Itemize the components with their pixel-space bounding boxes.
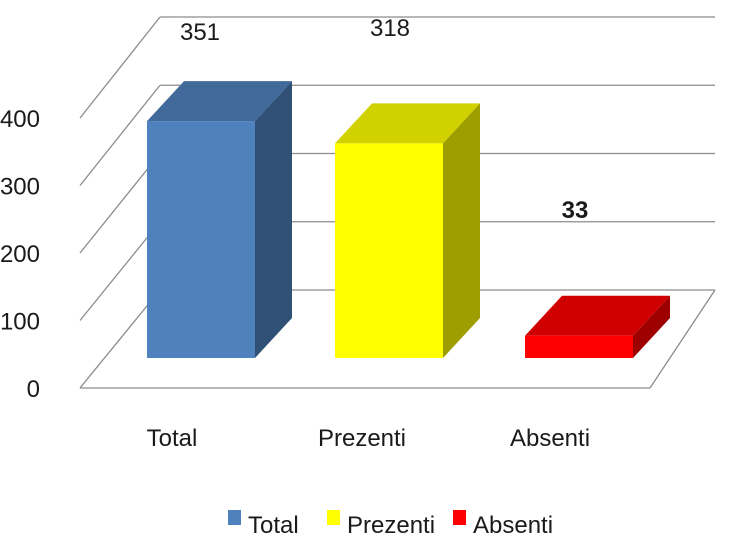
legend: Total Prezenti Absenti: [228, 510, 553, 538]
y-tick-label: 300: [0, 174, 40, 201]
legend-label-total: Total: [248, 512, 299, 538]
x-tick-label: Prezenti: [318, 425, 406, 452]
data-labels: 351 318 33: [180, 15, 588, 224]
legend-swatch-absenti: [453, 510, 466, 525]
gridline-side: [79, 16, 161, 119]
bar-series: [147, 81, 670, 358]
gridline-side: [79, 289, 161, 389]
bar-absenti: [525, 335, 633, 358]
legend-swatch-total: [228, 510, 241, 525]
bar-total: [147, 121, 255, 358]
bar-absenti-side: [633, 295, 670, 358]
y-tick-label: 200: [0, 241, 40, 268]
legend-label-absenti: Absenti: [473, 512, 553, 538]
bar-prezenti-top: [335, 103, 480, 144]
bar-total-side: [255, 81, 292, 358]
data-label-absenti: 33: [562, 197, 589, 224]
bar-total-top: [147, 81, 292, 122]
legend-label-prezenti: Prezenti: [347, 512, 435, 538]
gridline-side: [79, 84, 161, 186]
gridline-side: [79, 153, 161, 254]
bar-prezenti: [335, 143, 443, 358]
data-label-total: 351: [180, 19, 220, 46]
bar-absenti-top: [525, 295, 670, 336]
bar-prezenti-side: [443, 103, 480, 358]
legend-swatch-prezenti: [327, 510, 340, 525]
x-tick-label: Absenti: [510, 425, 590, 452]
x-tick-label: Total: [147, 425, 198, 452]
gridline-side: [79, 221, 161, 321]
y-tick-label: 400: [0, 106, 40, 133]
floor-edge-right: [649, 289, 716, 389]
x-axis: Total Prezenti Absenti: [147, 425, 590, 452]
data-label-prezenti: 318: [370, 15, 410, 42]
y-tick-label: 100: [0, 309, 40, 336]
y-tick-label: 0: [27, 376, 40, 403]
y-axis: 0 100 200 300 400: [0, 106, 40, 403]
